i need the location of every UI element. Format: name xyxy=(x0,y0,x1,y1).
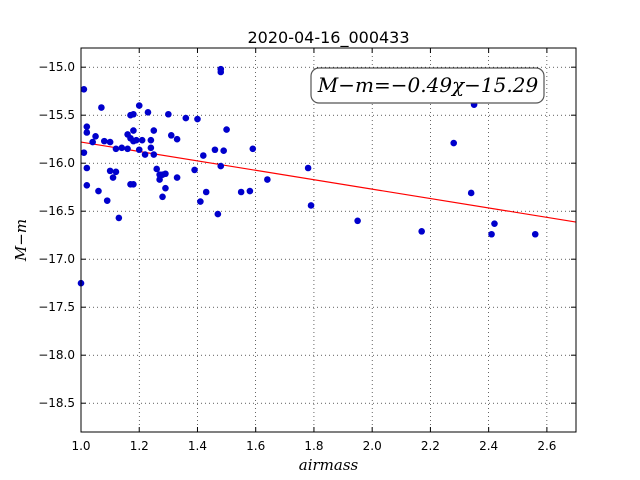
data-point xyxy=(246,187,254,195)
x-tick-label: 2.0 xyxy=(363,439,382,453)
data-point xyxy=(159,193,166,201)
data-point xyxy=(135,146,143,154)
data-point xyxy=(98,104,105,111)
data-point xyxy=(304,164,312,172)
data-point xyxy=(488,230,495,238)
data-point xyxy=(162,170,169,178)
data-point xyxy=(95,187,102,195)
data-point xyxy=(144,109,152,116)
data-point xyxy=(115,214,123,222)
data-point xyxy=(135,102,143,109)
data-point xyxy=(191,166,198,174)
data-point xyxy=(100,137,108,145)
data-point xyxy=(147,136,155,144)
data-point xyxy=(112,145,120,153)
x-tick-label: 1.4 xyxy=(188,439,207,453)
data-point xyxy=(194,115,201,123)
data-point xyxy=(162,184,169,192)
data-point xyxy=(150,127,158,134)
plot-area-frame xyxy=(80,47,577,433)
data-point xyxy=(173,174,181,181)
data-point xyxy=(249,145,257,153)
data-point xyxy=(150,151,158,158)
data-point xyxy=(130,127,137,134)
y-tick-label: −18.0 xyxy=(38,348,75,362)
data-point xyxy=(141,151,149,158)
data-point xyxy=(130,110,137,118)
y-axis-label: M−m xyxy=(12,219,30,262)
data-point xyxy=(199,152,207,159)
x-tick-label: 2.2 xyxy=(421,439,440,453)
data-point xyxy=(106,167,114,175)
data-point xyxy=(83,129,91,136)
data-point xyxy=(450,139,458,147)
data-point xyxy=(491,220,498,227)
fit-line xyxy=(80,141,577,223)
data-point xyxy=(83,123,91,131)
data-point xyxy=(217,68,225,76)
data-point xyxy=(197,198,204,205)
data-point xyxy=(112,168,120,176)
data-point xyxy=(147,144,155,152)
data-point xyxy=(106,138,114,146)
data-point xyxy=(124,145,131,153)
grid-lines xyxy=(80,48,576,432)
data-point xyxy=(80,85,88,93)
annotation-box xyxy=(310,67,545,104)
x-tick-label: 2.4 xyxy=(479,439,498,453)
x-tick-label: 1.6 xyxy=(246,439,265,453)
data-point xyxy=(138,136,146,144)
x-tick-label: 1.0 xyxy=(71,439,90,453)
x-axis-label: airmass xyxy=(299,456,359,474)
y-tick-label: −18.5 xyxy=(38,396,75,410)
y-tick-label: −16.5 xyxy=(38,204,75,218)
data-point xyxy=(133,136,140,144)
x-tick-label: 1.8 xyxy=(304,439,323,453)
data-point xyxy=(156,176,163,183)
data-point xyxy=(531,230,539,238)
data-point xyxy=(103,197,111,204)
data-point xyxy=(165,110,172,118)
data-point xyxy=(118,144,126,152)
data-point xyxy=(173,135,181,143)
data-point xyxy=(223,126,230,133)
data-point xyxy=(130,181,137,188)
data-point xyxy=(214,210,222,218)
data-point xyxy=(83,181,91,189)
data-point xyxy=(307,202,315,209)
data-point xyxy=(220,147,227,155)
y-tick-label: −15.0 xyxy=(38,60,75,74)
chart-title: 2020-04-16_000433 xyxy=(247,28,409,48)
data-point xyxy=(418,228,425,235)
data-point xyxy=(264,176,271,183)
y-tick-label: −17.0 xyxy=(38,252,75,266)
fit-equation-annotation: M−m=−0.49χ−15.29 xyxy=(310,67,545,104)
axis-ticks: 1.0 1.2 1.4 1.6 1.8 2.0 2.2 2.4 2.6 −15.0 −15.5 −16… xyxy=(38,48,576,453)
y-tick-label: −17.5 xyxy=(38,300,75,314)
data-point xyxy=(167,132,175,139)
x-tick-label: 1.2 xyxy=(130,439,149,453)
x-tick-label: 2.6 xyxy=(537,439,556,453)
data-point xyxy=(467,189,475,197)
fit-line-group xyxy=(80,141,577,223)
data-point xyxy=(153,165,161,173)
data-point xyxy=(80,149,88,156)
data-point xyxy=(92,133,99,140)
data-point xyxy=(217,162,225,170)
data-point xyxy=(109,174,117,181)
data-point xyxy=(182,114,190,122)
fit-equation-label: M−m=−0.49χ−15.29 xyxy=(317,73,539,97)
data-point xyxy=(202,188,210,196)
data-point xyxy=(211,146,219,154)
y-tick-label: −16.0 xyxy=(38,156,75,170)
data-point xyxy=(354,217,361,225)
y-tick-label: −15.5 xyxy=(38,108,75,122)
data-point xyxy=(83,164,91,172)
data-point xyxy=(89,138,96,146)
data-point xyxy=(237,188,245,196)
